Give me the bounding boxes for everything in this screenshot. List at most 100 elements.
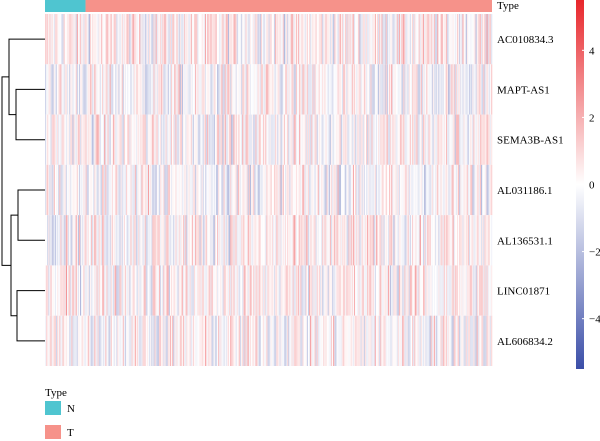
heatmap-cell (82, 14, 84, 65)
heatmap-cell (426, 14, 428, 65)
heatmap-cell (49, 265, 51, 316)
heatmap-cell (72, 315, 74, 366)
heatmap-cell (160, 215, 162, 266)
heatmap-cell (282, 215, 285, 266)
heatmap-cell (371, 14, 373, 65)
heatmap-cell (107, 64, 109, 115)
heatmap-cell (197, 315, 199, 366)
heatmap-cell (363, 64, 366, 115)
heatmap-cell (376, 265, 379, 316)
heatmap-cell (302, 315, 304, 366)
heatmap-cell (404, 164, 406, 216)
heatmap-cell (445, 114, 448, 165)
heatmap-cell (338, 64, 341, 115)
heatmap-cell (82, 64, 84, 115)
heatmap-cell (460, 265, 462, 316)
heatmap-cell (261, 114, 264, 165)
heatmap-cell (312, 265, 314, 316)
heatmap-cell (445, 215, 448, 266)
heatmap-cell (64, 265, 67, 316)
heatmap-cell (351, 114, 354, 165)
row-label-0: AC010834.3 (497, 34, 554, 46)
heatmap-cell (356, 265, 358, 316)
heatmap-cell (95, 215, 97, 266)
heatmap-cell (323, 315, 325, 366)
heatmap-cell (98, 164, 101, 216)
heatmap-cell (246, 164, 248, 216)
heatmap-cell (367, 114, 369, 165)
heatmap-cell (212, 215, 215, 266)
heatmap-cell (397, 164, 400, 216)
heatmap-cell (324, 164, 326, 216)
heatmap-cell (291, 64, 293, 115)
heatmap-cell (273, 215, 276, 266)
heatmap-cell (293, 164, 296, 216)
heatmap-cell (450, 215, 452, 266)
heatmap-cell (361, 14, 364, 65)
heatmap-cell (62, 14, 64, 65)
heatmap-cell (355, 315, 357, 366)
heatmap-cell (283, 114, 286, 165)
heatmap-cell (197, 114, 199, 165)
heatmap-cell (58, 315, 60, 366)
heatmap-cell (256, 14, 258, 65)
heatmap-cell (421, 64, 424, 115)
heatmap-cell (413, 14, 415, 65)
heatmap-cell (333, 64, 335, 115)
heatmap-cell (313, 315, 315, 366)
heatmap-cell (195, 64, 197, 115)
heatmap-cell (296, 265, 299, 316)
heatmap-cell (389, 164, 391, 216)
heatmap-cell (92, 64, 94, 115)
heatmap-cell (58, 265, 60, 316)
heatmap-cell (372, 265, 374, 316)
heatmap-cell (63, 215, 66, 266)
heatmap-cell (255, 14, 257, 65)
heatmap-cell (349, 164, 351, 216)
heatmap-cell (210, 164, 212, 216)
heatmap-cell (340, 114, 343, 165)
heatmap-cell (162, 315, 164, 366)
heatmap-cell (305, 215, 308, 266)
heatmap-cell (57, 64, 59, 115)
heatmap-cell (347, 64, 349, 115)
heatmap-cell (479, 64, 482, 115)
heatmap-cell (49, 64, 51, 115)
heatmap-cell (221, 164, 223, 216)
heatmap-cell (218, 64, 220, 115)
heatmap-cell (309, 164, 311, 216)
heatmap-cell (138, 315, 140, 366)
heatmap-cell (393, 215, 395, 266)
heatmap-cell (245, 64, 247, 115)
heatmap-cell (391, 315, 393, 366)
heatmap-cell (324, 265, 326, 316)
heatmap-cell (170, 164, 173, 216)
heatmap-cell (436, 164, 438, 216)
heatmap-cell (279, 114, 281, 165)
heatmap-cell (162, 64, 164, 115)
heatmap-cell (464, 14, 467, 65)
heatmap-cell (474, 14, 476, 65)
heatmap-cell (455, 14, 458, 65)
heatmap-cell (479, 164, 482, 216)
heatmap-cell (201, 64, 204, 115)
heatmap-cell (421, 164, 424, 216)
heatmap-cell (81, 64, 83, 115)
heatmap-cell (344, 315, 346, 366)
heatmap-cell (166, 14, 169, 65)
heatmap-cell (390, 164, 392, 216)
heatmap-cell (407, 315, 410, 366)
heatmap-cell (178, 114, 181, 165)
heatmap-cell (190, 265, 193, 316)
heatmap-cell (252, 64, 254, 115)
heatmap-cell (375, 14, 378, 65)
heatmap-cell (448, 14, 450, 65)
heatmap-cell (337, 265, 339, 316)
heatmap-cell (478, 14, 481, 65)
heatmap-cell (227, 114, 230, 165)
heatmap-cell (117, 164, 119, 216)
heatmap-cell (329, 265, 332, 316)
heatmap-cell (109, 215, 112, 266)
heatmap-cell (61, 164, 63, 216)
heatmap-cell (472, 315, 474, 366)
